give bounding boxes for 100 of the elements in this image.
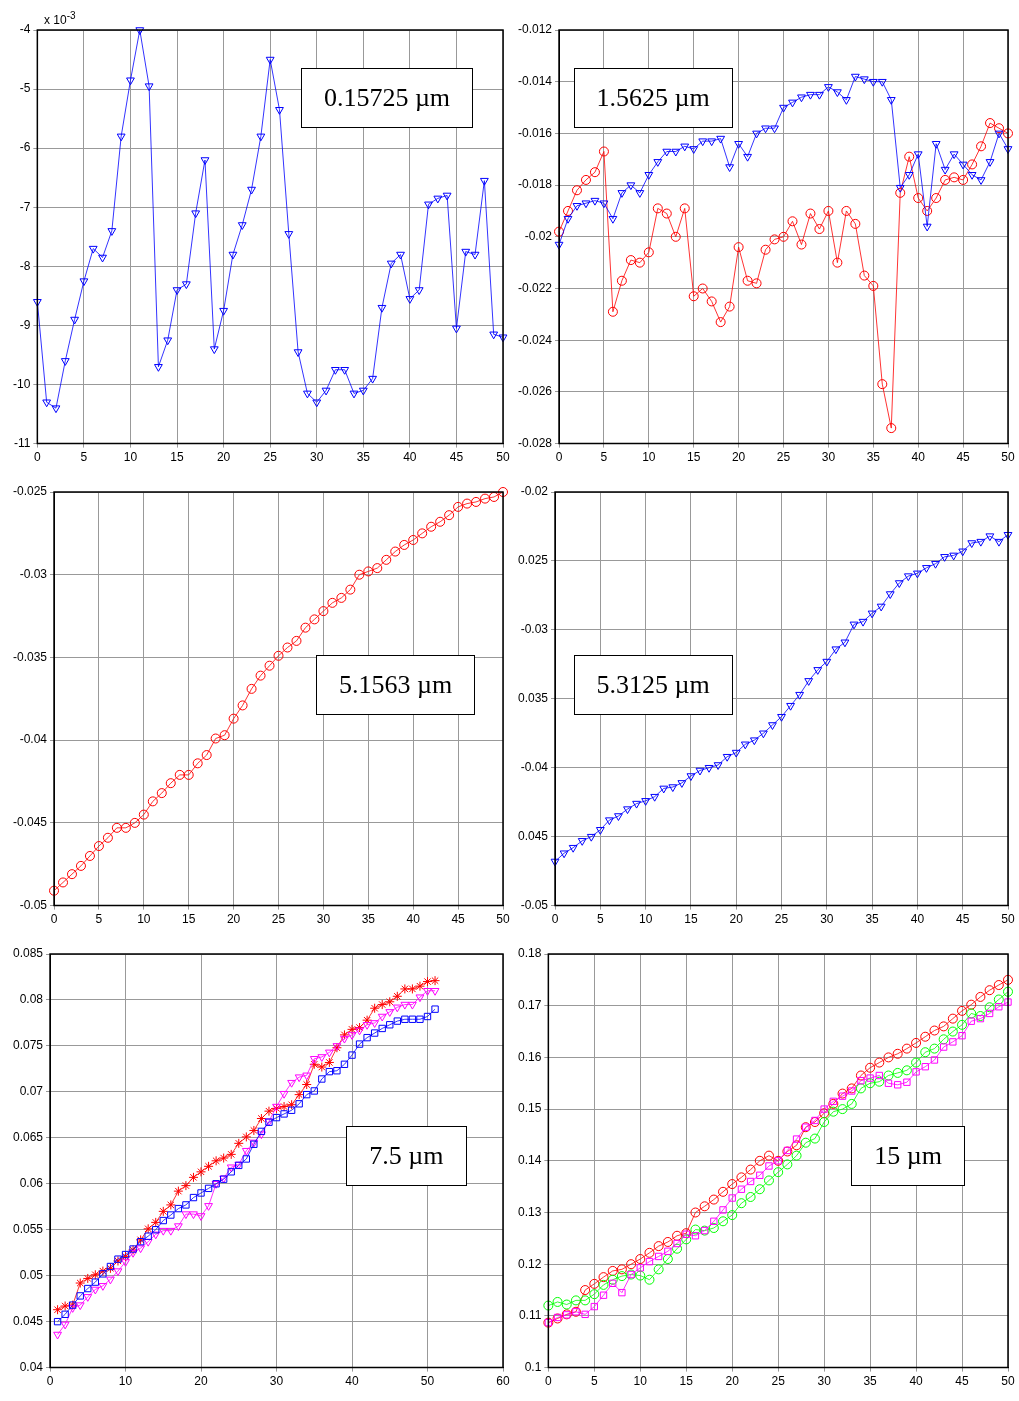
point [877,78,887,87]
point [848,1087,856,1095]
point [107,228,117,236]
point [554,241,564,250]
point [984,985,995,996]
point [699,1201,710,1212]
point [309,1059,320,1070]
point [196,1166,207,1177]
point [182,1201,190,1209]
point [188,1172,199,1183]
point [595,827,605,835]
x-tick-label: 20 [731,450,746,465]
point [786,702,795,711]
y-tick-label: -4 [19,22,31,37]
point [246,683,257,694]
point [695,767,705,776]
point [892,1048,903,1059]
point [770,125,779,134]
point [901,1065,912,1076]
y-tick-label: -0.04 [520,760,549,775]
point [727,1210,738,1221]
y-tick-label: 0.06 [19,1176,44,1191]
point [993,980,1004,991]
point [390,546,401,557]
point [985,159,995,167]
point [345,584,356,595]
y-tick-label: -0.02 [524,229,553,244]
point [994,123,1005,134]
point [777,713,786,722]
point [1003,986,1013,997]
point [745,1191,756,1202]
point [859,76,869,85]
point [293,349,303,358]
y-tick-label: -0.045 [12,815,48,830]
point [858,618,868,627]
x-tick-label: 35 [361,912,376,927]
point [210,733,221,744]
point [287,1106,296,1114]
point [393,1017,401,1025]
point [66,869,77,880]
point [718,1186,729,1197]
point [563,215,573,224]
point [580,1295,591,1306]
y-tick-label: -6 [19,140,31,155]
x-tick-label: 10 [137,912,151,927]
point [586,833,596,842]
point [312,399,322,408]
point [635,1254,646,1265]
point [850,218,861,229]
point [756,1171,764,1179]
point [849,621,859,630]
x-tick-label: 20 [194,1374,209,1389]
x-tick-label: 0 [46,1374,54,1389]
point [49,885,60,896]
x-tick-label: 45 [449,450,464,465]
point [903,1078,911,1086]
point [846,1098,857,1109]
y-tick-label: 0.18 [518,946,542,961]
point [994,130,1004,139]
point [580,1285,591,1296]
point [154,364,163,372]
point [287,1079,297,1088]
point [233,1138,244,1149]
point [83,1294,93,1302]
x-tick-label: 30 [820,912,834,927]
point [75,1278,86,1289]
point [737,1185,746,1193]
point [653,159,663,167]
point [396,251,405,260]
point [654,1252,663,1261]
point [841,205,852,216]
point [895,187,906,198]
point [325,1067,334,1076]
point [340,366,350,375]
point [949,151,959,160]
point [976,141,987,152]
point [662,1236,673,1247]
annotation: 5.1563 µm [316,654,476,715]
y-tick-label: 0.055 [13,1222,44,1237]
point [228,713,239,724]
point [643,247,654,258]
point [42,399,52,408]
point [121,1259,130,1267]
point [60,358,70,366]
point [865,1078,876,1089]
point [672,1243,683,1254]
x-tick-label: 0 [551,912,559,927]
point [857,1076,865,1085]
point [354,1022,365,1033]
point [70,316,79,325]
point [84,850,95,861]
point [746,1177,755,1186]
point [273,650,284,661]
point [275,107,284,115]
point [138,809,149,820]
x-tick-label: 35 [356,450,371,465]
point [209,346,219,355]
point [644,1247,655,1258]
x-tick-label: 30 [269,1374,284,1389]
x-tick-label: 0 [34,450,41,465]
